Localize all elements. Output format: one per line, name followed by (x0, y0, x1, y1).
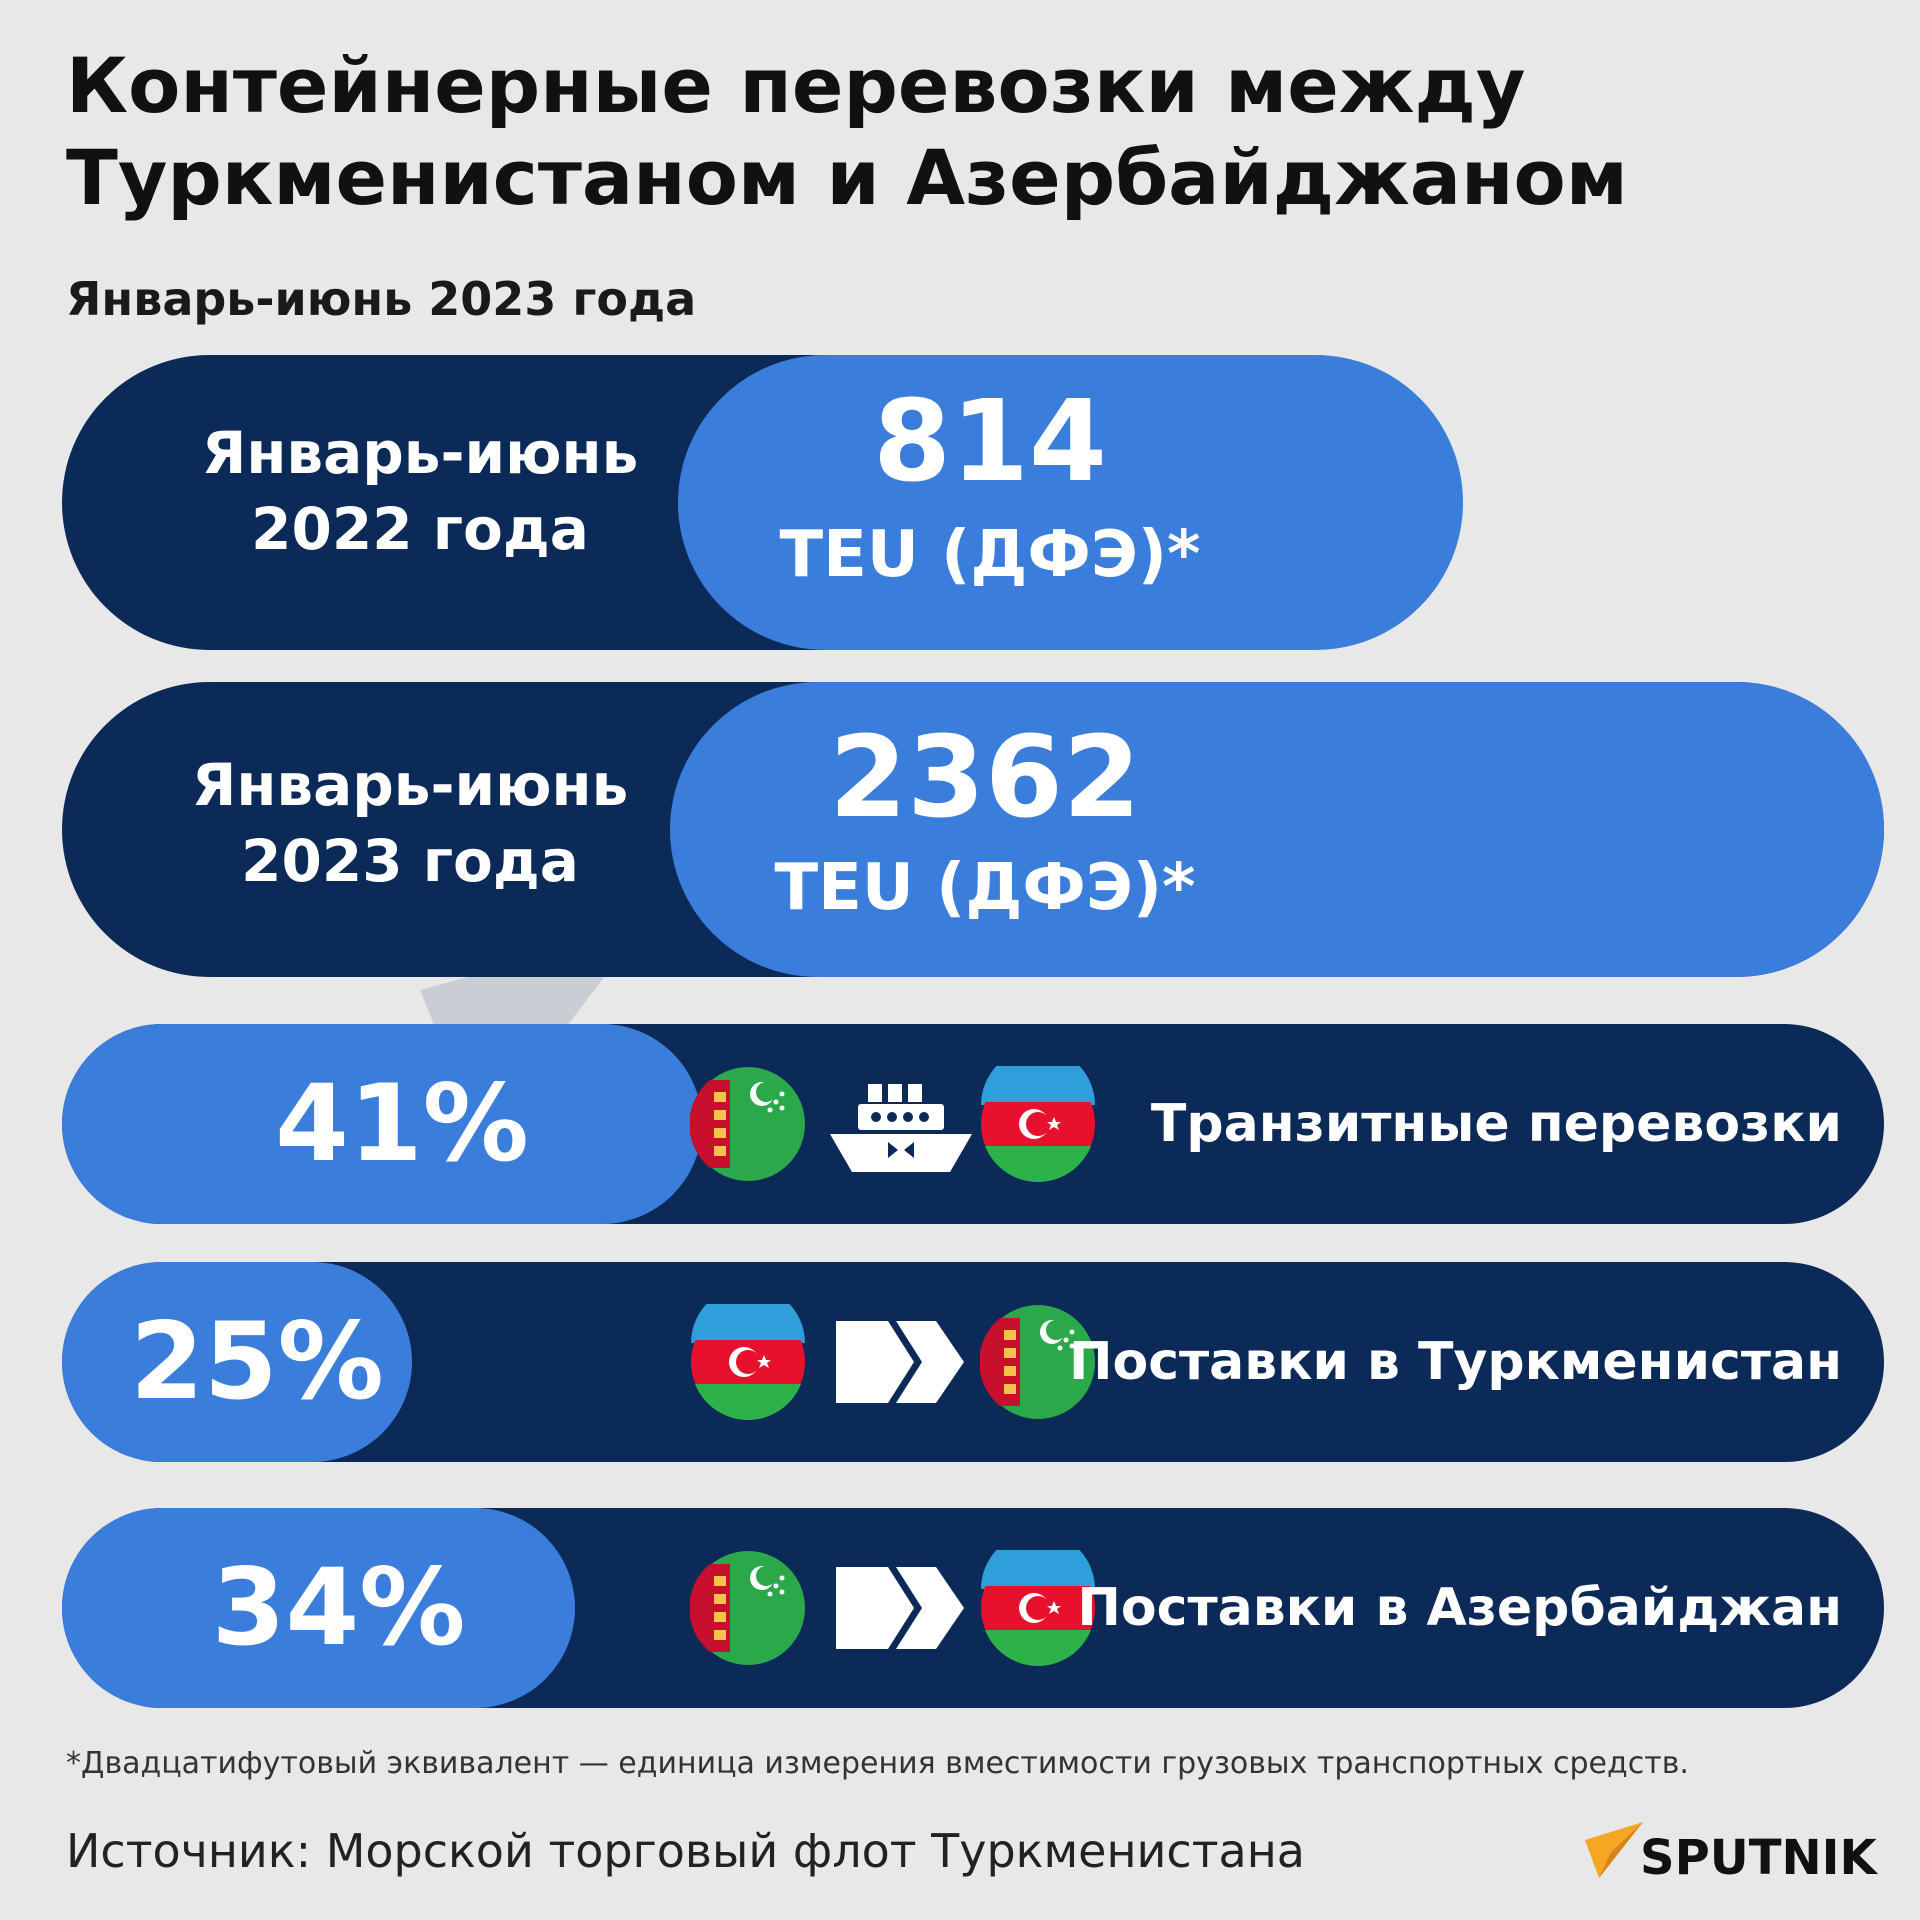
teu-period-line-1: Январь-июнь (191, 751, 629, 819)
sputnik-logo-text: SPUTNIK (1640, 1830, 1877, 1886)
title-line-1: Контейнерные перевозки между (66, 41, 1526, 130)
share-category-label: Поставки в Туркменистан (1068, 1332, 1842, 1392)
teu-period-line-2: 2023 года (241, 827, 579, 895)
teu-bar (670, 682, 1884, 977)
source-note: Источник: Морской торговый флот Туркмени… (66, 1824, 1305, 1878)
teu-unit-label: TEU (ДФЭ)* (774, 851, 1196, 925)
azerbaijan-flag-icon (690, 1286, 806, 1421)
share-value-label: 34% (211, 1546, 466, 1669)
teu-period-line-2: 2022 года (251, 495, 589, 563)
share-bar (62, 1262, 412, 1462)
teu-unit-label: TEU (ДФЭ)* (779, 518, 1201, 592)
turkmenistan-flag-icon (979, 1304, 1096, 1420)
teu-period-label: Январь-июнь 2022 года (140, 415, 700, 567)
turkmenistan-flag-icon (689, 1550, 806, 1666)
share-category-label: Поставки в Азербайджан (1077, 1578, 1842, 1638)
share-value-label: 41% (275, 1062, 529, 1185)
teu-period-line-1: Январь-июнь (201, 419, 639, 487)
teu-bar (678, 355, 1464, 650)
double-chevron-right-icon (836, 1567, 966, 1653)
chart-subtitle: Январь-июнь 2023 года (66, 272, 697, 326)
share-value-label: 25% (130, 1300, 384, 1423)
teu-value-label: 814 (873, 377, 1107, 507)
title-line-2: Туркменистаном и Азербайджаном (66, 133, 1628, 222)
share-bar (62, 1508, 576, 1708)
double-chevron-right-icon (836, 1321, 966, 1407)
share-category-label: Транзитные перевозки (1150, 1094, 1842, 1154)
share-bar (62, 1024, 702, 1224)
footnote: *Двадцатифутовый эквивалент — единица из… (66, 1746, 1689, 1781)
teu-value-label: 2362 (829, 713, 1141, 843)
azerbaijan-flag-icon (980, 1048, 1096, 1183)
chart-title: Контейнерные перевозки между Туркмениста… (66, 40, 1866, 224)
ship-icon (826, 1076, 976, 1180)
sputnik-logo-icon (1585, 1822, 1643, 1878)
teu-period-label: Январь-июнь 2023 года (130, 747, 690, 899)
turkmenistan-flag-icon (689, 1066, 806, 1182)
